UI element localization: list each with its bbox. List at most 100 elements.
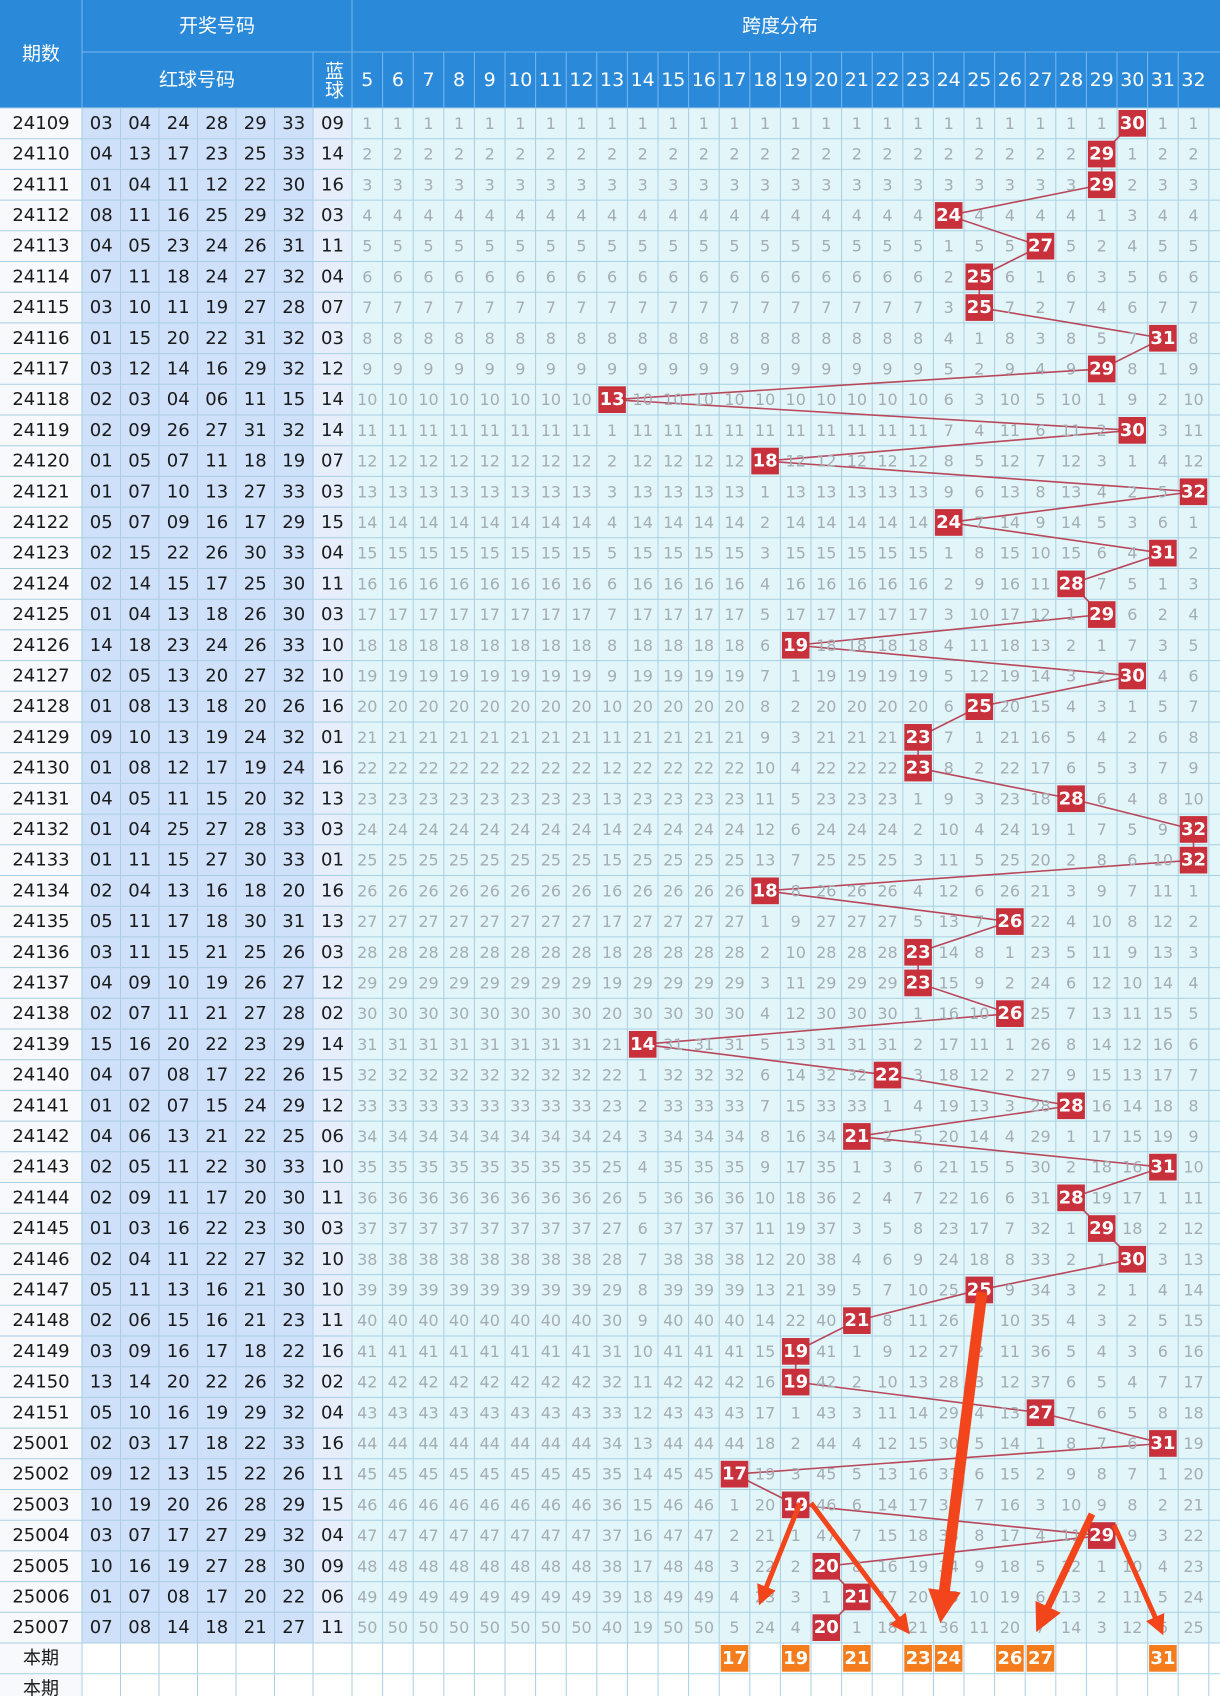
omission: 24	[418, 820, 438, 839]
omission: 6	[760, 267, 770, 286]
omission: 17	[816, 605, 836, 624]
omission: 36	[388, 1188, 408, 1207]
omission: 45	[510, 1465, 530, 1484]
omission: 15	[480, 544, 500, 563]
omission: 8	[1066, 1035, 1076, 1054]
hit-cell	[965, 263, 994, 291]
omission: 26	[480, 881, 500, 900]
omission: 18	[1030, 789, 1050, 808]
omission: 3	[515, 175, 525, 194]
omission: 6	[944, 697, 954, 716]
omission: 33	[449, 1096, 469, 1115]
omission: 2	[1127, 728, 1137, 747]
omission: 49	[418, 1587, 438, 1606]
blue-ball: 14	[321, 420, 344, 441]
omission: 38	[449, 1250, 469, 1269]
blue-ball: 07	[321, 297, 344, 318]
omission: 50	[541, 1618, 561, 1637]
red-ball: 29	[282, 512, 305, 533]
omission: 43	[724, 1403, 744, 1422]
omission: 32	[449, 1066, 469, 1085]
omission: 13	[1183, 1250, 1203, 1269]
red-ball: 29	[244, 1525, 267, 1546]
omission: 1	[699, 114, 709, 133]
omission: 14	[1000, 1434, 1020, 1453]
omission: 4	[576, 206, 586, 225]
omission: 6	[1097, 789, 1107, 808]
omission: 43	[541, 1403, 561, 1422]
omission: 1	[974, 114, 984, 133]
omission: 16	[694, 574, 714, 593]
red-ball: 02	[90, 1187, 113, 1208]
omission: 24	[724, 820, 744, 839]
omission: 14	[1183, 1280, 1203, 1299]
omission: 4	[1097, 298, 1107, 317]
red-ball: 05	[90, 1279, 113, 1300]
omission: 4	[1158, 452, 1168, 471]
omission: 1	[362, 114, 372, 133]
red-ball: 01	[90, 1218, 113, 1239]
red-ball: 08	[167, 1586, 190, 1607]
omission: 8	[760, 1127, 770, 1146]
omission: 12	[571, 452, 591, 471]
omission: 25	[602, 1158, 622, 1177]
red-ball: 27	[244, 297, 267, 318]
omission: 44	[694, 1434, 714, 1453]
red-ball: 09	[128, 1341, 151, 1362]
omission: 35	[694, 1158, 714, 1177]
red-ball: 19	[205, 1402, 228, 1423]
omission: 29	[388, 973, 408, 992]
omission: 10	[571, 390, 591, 409]
red-ball: 01	[90, 758, 113, 779]
omission: 22	[480, 759, 500, 778]
omission: 1	[1188, 881, 1198, 900]
omission: 18	[602, 943, 622, 962]
span-column-label: 29	[1090, 69, 1114, 91]
omission: 2	[729, 145, 739, 164]
hit-value: 18	[753, 451, 778, 472]
omission: 5	[485, 237, 495, 256]
omission: 18	[877, 1618, 897, 1637]
omission: 5	[393, 237, 403, 256]
omission: 16	[816, 574, 836, 593]
omission: 9	[1005, 359, 1015, 378]
omission: 4	[1005, 206, 1015, 225]
omission: 9	[1188, 359, 1198, 378]
omission: 17	[1183, 1373, 1203, 1392]
red-ball: 05	[90, 1402, 113, 1423]
omission: 26	[724, 881, 744, 900]
omission: 7	[944, 728, 954, 747]
omission: 3	[791, 1587, 801, 1606]
hit-cell	[1179, 478, 1208, 506]
red-ball: 08	[128, 758, 151, 779]
omission: 39	[510, 1280, 530, 1299]
red-ball: 17	[167, 1433, 190, 1454]
red-ball: 02	[90, 1433, 113, 1454]
red-ball: 17	[205, 1065, 228, 1086]
omission: 11	[786, 973, 806, 992]
omission: 1	[1127, 1280, 1137, 1299]
omission: 15	[939, 973, 959, 992]
omission: 42	[816, 1373, 836, 1392]
omission: 43	[816, 1403, 836, 1422]
omission: 8	[974, 943, 984, 962]
omission: 40	[449, 1311, 469, 1330]
red-ball: 27	[205, 819, 228, 840]
omission: 13	[816, 482, 836, 501]
omission: 6	[1066, 1373, 1076, 1392]
span-column-label: 18	[753, 69, 777, 91]
omission: 5	[1188, 237, 1198, 256]
omission: 13	[877, 1465, 897, 1484]
omission: 7	[974, 513, 984, 532]
omission: 20	[633, 697, 653, 716]
omission: 28	[602, 1250, 622, 1269]
omission: 10	[1061, 390, 1081, 409]
red-ball: 11	[167, 1249, 190, 1270]
omission: 39	[388, 1280, 408, 1299]
omission: 16	[571, 574, 591, 593]
omission: 3	[393, 175, 403, 194]
omission: 9	[546, 359, 556, 378]
omission: 27	[1030, 1066, 1050, 1085]
omission: 5	[760, 1035, 770, 1054]
omission: 44	[480, 1434, 500, 1453]
